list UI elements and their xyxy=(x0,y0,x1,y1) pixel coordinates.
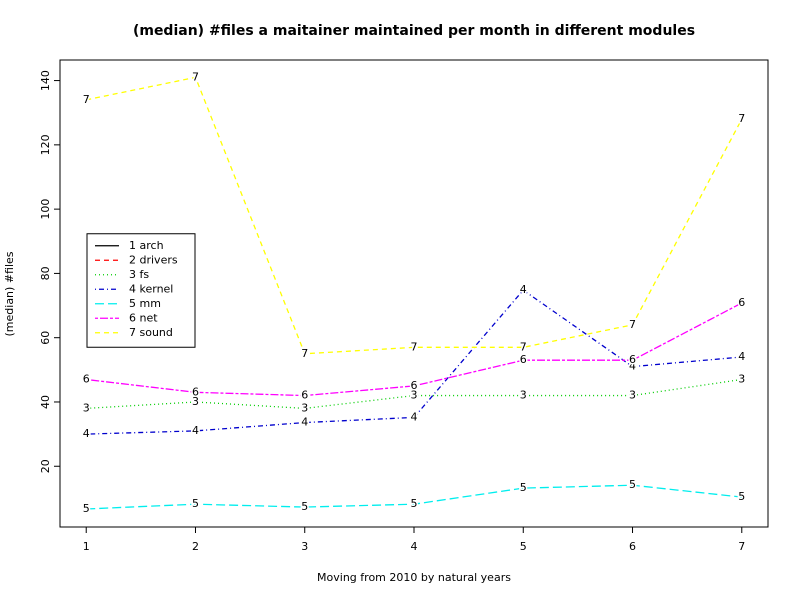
point-marker: 7 xyxy=(83,93,90,106)
point-marker: 3 xyxy=(192,395,199,408)
y-tick-label: 100 xyxy=(39,199,52,220)
point-marker: 3 xyxy=(629,389,636,402)
y-tick-label: 120 xyxy=(39,134,52,155)
point-marker: 6 xyxy=(411,379,418,392)
point-marker: 4 xyxy=(301,416,308,429)
point-marker: 3 xyxy=(738,372,745,385)
series-line xyxy=(86,76,743,355)
series-line xyxy=(86,484,742,510)
x-tick-label: 4 xyxy=(411,540,418,553)
point-marker: 5 xyxy=(192,497,199,510)
x-tick-label: 5 xyxy=(520,540,527,553)
point-marker: 6 xyxy=(83,372,90,385)
y-tick-label: 40 xyxy=(39,395,52,409)
x-tick-label: 1 xyxy=(83,540,90,553)
point-marker: 7 xyxy=(411,340,418,353)
y-tick-label: 60 xyxy=(39,331,52,345)
point-marker: 4 xyxy=(738,350,745,363)
point-marker: 5 xyxy=(738,490,745,503)
x-axis-label: Moving from 2010 by natural years xyxy=(317,571,511,584)
series-line xyxy=(86,302,743,397)
x-tick-label: 7 xyxy=(738,540,745,553)
legend-label: 7 sound xyxy=(129,326,173,339)
point-marker: 7 xyxy=(301,347,308,360)
point-marker: 4 xyxy=(83,427,90,440)
y-tick-label: 20 xyxy=(39,459,52,473)
y-tick-label: 80 xyxy=(39,266,52,280)
point-marker: 4 xyxy=(192,424,199,437)
legend-label: 3 fs xyxy=(129,268,149,281)
point-marker: 7 xyxy=(738,112,745,125)
series-line xyxy=(86,378,742,410)
legend-label: 1 arch xyxy=(129,239,164,252)
point-marker: 7 xyxy=(629,318,636,331)
point-marker: 3 xyxy=(411,389,418,402)
point-marker: 7 xyxy=(520,340,527,353)
point-marker: 4 xyxy=(629,360,636,373)
x-tick-label: 2 xyxy=(192,540,199,553)
x-tick-label: 6 xyxy=(629,540,636,553)
legend-label: 2 drivers xyxy=(129,253,178,266)
y-tick-label: 140 xyxy=(39,70,52,91)
point-marker: 6 xyxy=(301,389,308,402)
point-marker: 5 xyxy=(301,500,308,513)
point-marker: 5 xyxy=(629,478,636,491)
legend-label: 4 kernel xyxy=(129,282,173,295)
chart-title: (median) #files a maitainer maintained p… xyxy=(133,23,695,39)
point-marker: 6 xyxy=(738,296,745,309)
legend-label: 6 net xyxy=(129,311,158,324)
y-axis-label: (median) #files xyxy=(3,251,16,336)
point-marker: 6 xyxy=(192,385,199,398)
series-line xyxy=(86,289,742,435)
point-marker: 5 xyxy=(520,481,527,494)
point-marker: 3 xyxy=(83,401,90,414)
point-marker: 6 xyxy=(629,353,636,366)
point-marker: 4 xyxy=(411,410,418,423)
point-marker: 4 xyxy=(520,283,527,296)
legend-box xyxy=(86,233,196,348)
x-tick-label: 3 xyxy=(301,540,308,553)
point-marker: 5 xyxy=(411,497,418,510)
point-marker: 3 xyxy=(520,389,527,402)
point-marker: 6 xyxy=(520,353,527,366)
point-marker: 5 xyxy=(83,502,90,515)
legend-label: 5 mm xyxy=(129,297,161,310)
point-marker: 3 xyxy=(301,401,308,414)
point-marker: 7 xyxy=(192,70,199,83)
